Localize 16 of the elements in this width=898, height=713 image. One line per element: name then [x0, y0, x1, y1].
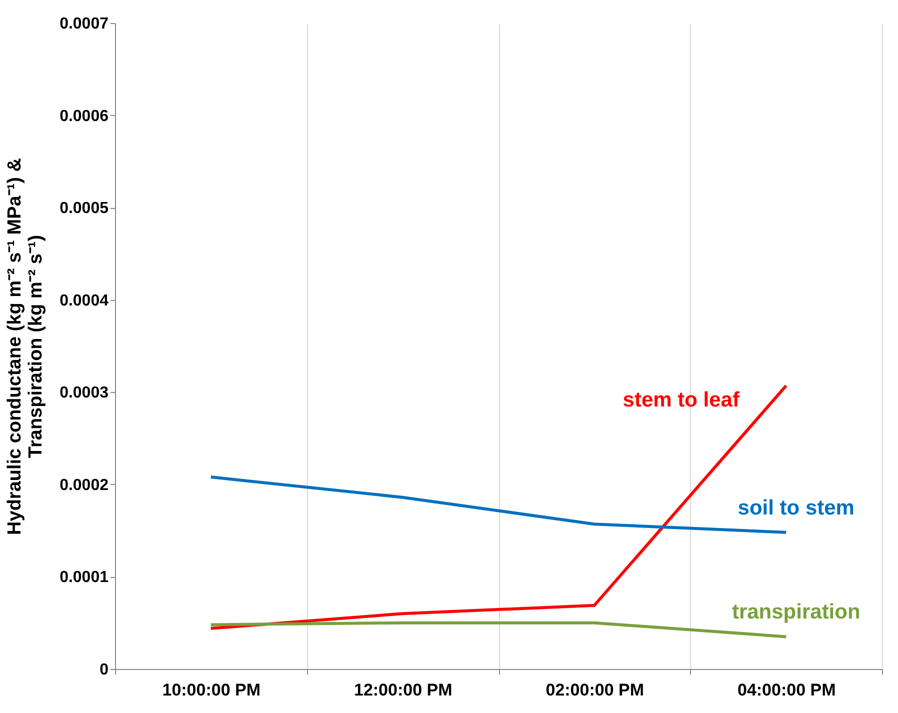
x-tick-label: 02:00:00 PM — [546, 680, 644, 700]
y-tick-label: 0.0007 — [60, 16, 109, 32]
x-tick-label: 10:00:00 PM — [162, 680, 261, 700]
y-tick-label: 0.0002 — [60, 476, 109, 494]
y-tick-label: 0 — [100, 662, 109, 678]
y-tick-label: 0.0006 — [60, 108, 109, 125]
x-tick-label: 12:00:00 PM — [354, 680, 452, 700]
series-label: transpiration — [732, 600, 860, 624]
y-tick-label: 0.0005 — [60, 200, 109, 218]
series-label: stem to leaf — [622, 388, 740, 412]
y-tick-label: 0.0004 — [60, 292, 109, 310]
y-tick-label: 0.0003 — [60, 384, 109, 402]
x-tick-label: 04:00:00 PM — [737, 680, 836, 700]
y-tick-label: 0.0001 — [60, 569, 109, 586]
series-label: soil to stem — [738, 496, 854, 520]
y-axis-title: Hydraulic conductane (kg m⁻² s⁻¹ MPa⁻¹) & Transpiration (kg m⁻² s⁻¹) — [4, 158, 47, 535]
